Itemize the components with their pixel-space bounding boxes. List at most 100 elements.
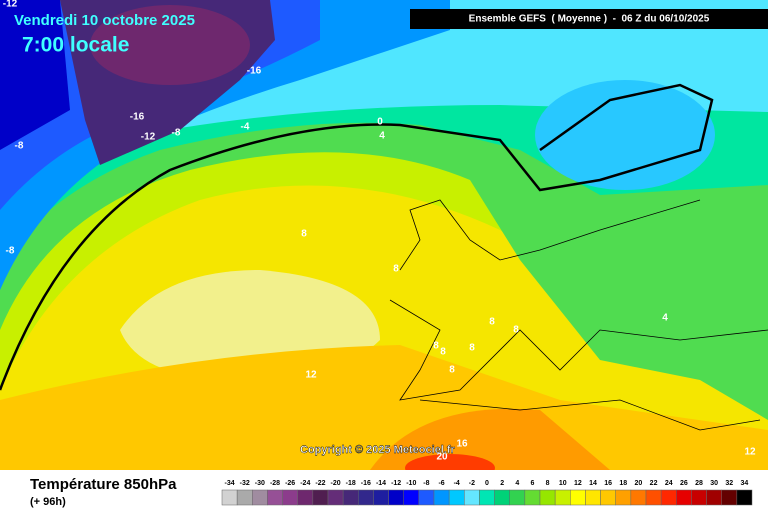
scale-swatch [736, 489, 753, 506]
scale-swatch [570, 489, 586, 506]
contour-label: -4 [241, 122, 250, 133]
contour-label: 12 [744, 447, 756, 458]
scale-swatch [721, 489, 738, 506]
scale-label: -6 [438, 480, 444, 487]
contour-label: 8 [433, 341, 439, 352]
contour-label: -16 [247, 66, 262, 77]
scale-label: 6 [530, 480, 534, 487]
contour-label: 20 [436, 452, 448, 463]
scale-label: 32 [725, 480, 733, 487]
scale-label: 22 [650, 480, 658, 487]
scale-label: -34 [225, 480, 235, 487]
scale-label: -24 [300, 480, 310, 487]
scale-label: 10 [559, 480, 567, 487]
scale-swatch [479, 489, 495, 506]
scale-swatch [342, 489, 359, 506]
contour-labels: -12 -16 -16 -12 -8 -4 -8 -8 0 4 8 8 8 8 … [3, 0, 756, 463]
scale-swatch [509, 489, 526, 506]
scale-label: -12 [391, 480, 401, 487]
scale-label: 34 [741, 480, 749, 487]
scale-swatch [236, 489, 253, 506]
map: -12 -16 -16 -12 -8 -4 -8 -8 0 4 8 8 8 8 … [0, 0, 768, 482]
scale-label: -28 [270, 480, 280, 487]
contour-label: -8 [15, 141, 24, 152]
scale-swatch [221, 489, 238, 506]
copyright: Copyright © 2025 Meteociel.fr [300, 444, 456, 456]
footer-subtitle: (+ 96h) [30, 496, 66, 508]
scale-label: -22 [315, 480, 325, 487]
scale-swatch [448, 489, 465, 506]
scale-label: -30 [255, 480, 265, 487]
scale-label: 12 [574, 480, 582, 487]
contour-label: 8 [440, 347, 446, 358]
scale-swatch [267, 489, 283, 506]
scale-swatch [373, 489, 389, 506]
forecast-date: Vendredi 10 octobre 2025 [14, 12, 195, 29]
scale-label: -16 [361, 480, 371, 487]
contour-label: 8 [469, 343, 475, 354]
scale-swatch [252, 489, 268, 506]
contour-label: 8 [449, 365, 455, 376]
run-info: Ensemble GEFS ( Moyenne ) - 06 Z du 06/1… [469, 14, 710, 25]
contour-label: 4 [662, 313, 668, 324]
scale-label: -26 [285, 480, 295, 487]
forecast-time: 7:00 locale [22, 34, 129, 57]
scale-label: -32 [240, 480, 250, 487]
scale-label: -14 [376, 480, 386, 487]
contour-label: 8 [301, 229, 307, 240]
contour-label: 0 [377, 117, 383, 128]
scale-swatch [660, 489, 677, 506]
run-box [410, 9, 768, 29]
color-scale: -34 -32 -30 -28 -26 -24 -22 -20 -18 -16 -14 -12 -10-… [221, 480, 753, 506]
scale-label: 28 [695, 480, 703, 487]
contour-label: 16 [456, 439, 468, 450]
scale-swatch [494, 489, 510, 506]
scale-swatch [645, 489, 662, 506]
scale-label: 20 [635, 480, 643, 487]
scale-label: -8 [423, 480, 429, 487]
scale-swatch [600, 489, 616, 506]
scale-label: -10 [406, 480, 416, 487]
scale-label: 2 [500, 480, 504, 487]
contour-label: 8 [513, 325, 519, 336]
scale-swatch [327, 489, 344, 506]
contour-label: -12 [141, 132, 156, 143]
scale-label: -4 [454, 480, 460, 487]
scale-swatch [433, 489, 450, 506]
contour-label: 8 [489, 317, 495, 328]
scale-swatch [615, 489, 632, 506]
contour-label: 8 [393, 264, 399, 275]
contour-label: -8 [6, 246, 15, 257]
footer-title: Température 850hPa [30, 476, 177, 493]
scale-swatch [418, 489, 435, 506]
scale-swatch [358, 489, 374, 506]
scale-label: 8 [546, 480, 550, 487]
scale-label: 18 [619, 480, 627, 487]
scale-swatch [297, 489, 314, 506]
scale-label: 4 [515, 480, 519, 487]
scale-label: -2 [469, 480, 475, 487]
contour-label: -16 [130, 112, 145, 123]
scale-swatch [630, 489, 647, 506]
scale-label: 24 [665, 480, 673, 487]
scale-swatch [676, 489, 692, 506]
scale-label: 16 [604, 480, 612, 487]
scale-label: 14 [589, 480, 597, 487]
scale-swatch [388, 489, 404, 506]
contour-label: -8 [172, 128, 181, 139]
contour-label: 12 [305, 370, 317, 381]
contour-label: -12 [3, 0, 18, 10]
scale-swatch [585, 489, 601, 506]
scale-swatch [554, 489, 571, 506]
scale-label: 30 [710, 480, 718, 487]
scale-label: -20 [331, 480, 341, 487]
scale-label: -18 [346, 480, 356, 487]
scale-swatch [524, 489, 541, 506]
scale-swatch [312, 489, 329, 506]
contour-label: 4 [379, 131, 385, 142]
scale-swatch [464, 489, 480, 506]
scale-swatch [706, 489, 722, 506]
scale-swatch [282, 489, 298, 506]
scale-swatch [691, 489, 707, 506]
